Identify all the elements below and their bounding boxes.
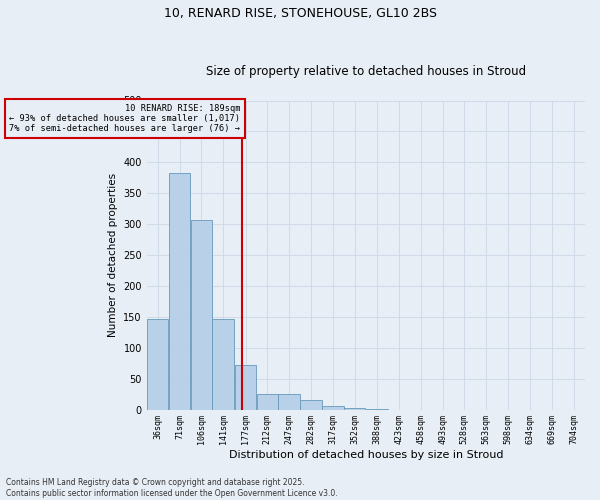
Bar bbox=[191, 220, 212, 410]
Bar bbox=[147, 318, 169, 410]
Bar bbox=[235, 365, 256, 410]
Y-axis label: Number of detached properties: Number of detached properties bbox=[108, 173, 118, 337]
Bar bbox=[278, 394, 300, 409]
Bar bbox=[169, 173, 190, 410]
Bar bbox=[344, 408, 365, 410]
Bar bbox=[257, 394, 278, 409]
Bar bbox=[367, 409, 388, 410]
Bar bbox=[300, 400, 322, 409]
Bar bbox=[322, 406, 344, 410]
Text: 10 RENARD RISE: 189sqm
← 93% of detached houses are smaller (1,017)
7% of semi-d: 10 RENARD RISE: 189sqm ← 93% of detached… bbox=[9, 104, 240, 134]
Title: Size of property relative to detached houses in Stroud: Size of property relative to detached ho… bbox=[206, 66, 526, 78]
Bar bbox=[212, 318, 234, 410]
X-axis label: Distribution of detached houses by size in Stroud: Distribution of detached houses by size … bbox=[229, 450, 503, 460]
Text: Contains HM Land Registry data © Crown copyright and database right 2025.
Contai: Contains HM Land Registry data © Crown c… bbox=[6, 478, 338, 498]
Text: 10, RENARD RISE, STONEHOUSE, GL10 2BS: 10, RENARD RISE, STONEHOUSE, GL10 2BS bbox=[163, 8, 437, 20]
